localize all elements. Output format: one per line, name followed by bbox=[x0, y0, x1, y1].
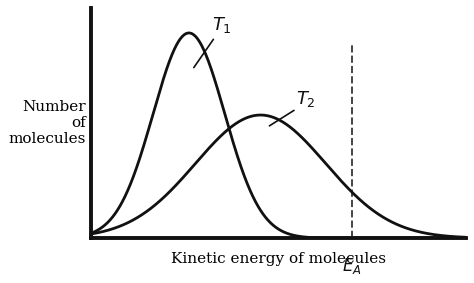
X-axis label: Kinetic energy of molecules: Kinetic energy of molecules bbox=[171, 252, 386, 266]
Text: $T_1$: $T_1$ bbox=[211, 15, 231, 35]
Y-axis label: Number
of
molecules: Number of molecules bbox=[9, 100, 86, 146]
Text: $T_2$: $T_2$ bbox=[296, 89, 316, 109]
Text: $E_A$: $E_A$ bbox=[342, 256, 362, 276]
